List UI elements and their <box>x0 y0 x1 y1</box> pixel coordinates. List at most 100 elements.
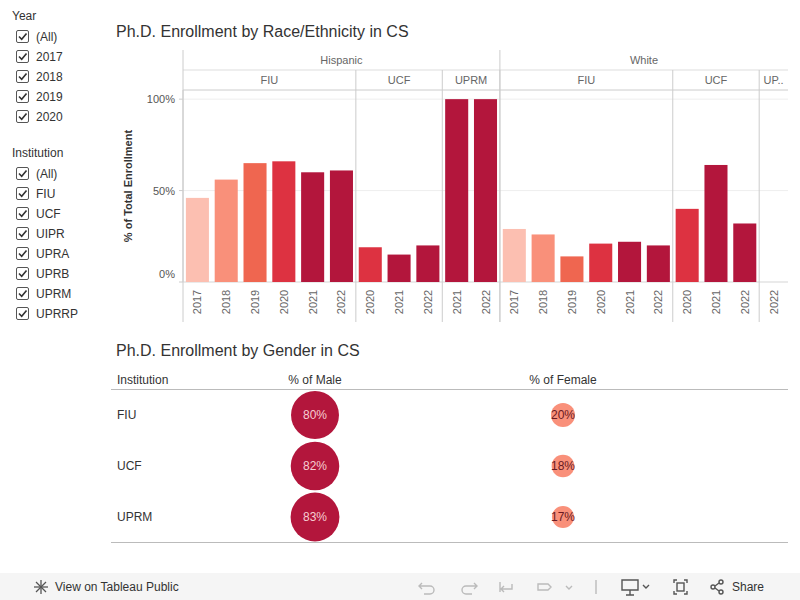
filter-label: UPRB <box>36 267 69 281</box>
data-label: 17% <box>551 510 575 524</box>
filter-option[interactable]: (All) <box>17 30 58 44</box>
toolbar-icons <box>419 580 596 594</box>
bar <box>762 282 785 283</box>
bars <box>186 99 756 282</box>
tick-mark <box>179 282 183 283</box>
y-tick-label: 100% <box>147 93 175 105</box>
filter-option[interactable]: UCF <box>17 207 61 221</box>
checkmark <box>19 211 27 217</box>
group-separator <box>183 50 184 322</box>
tick-mark <box>179 190 183 191</box>
filter-option[interactable]: 2017 <box>17 50 64 64</box>
race-header: Hispanic <box>320 54 363 66</box>
bar <box>647 245 670 282</box>
bar <box>733 223 756 282</box>
filter-option[interactable]: 2018 <box>17 70 64 84</box>
filter-label: UPRRP <box>36 307 78 321</box>
tick-mark <box>179 99 183 100</box>
row-label: FIU <box>117 408 136 422</box>
bar <box>474 99 497 282</box>
header-line <box>183 70 788 71</box>
bubble <box>552 455 575 478</box>
checkbox[interactable] <box>17 91 29 103</box>
filter-label: (All) <box>36 30 57 44</box>
chart-title: Ph.D. Enrollment by Race/Ethnicity in CS <box>116 23 409 40</box>
checkbox[interactable] <box>17 208 29 220</box>
x-tick-label: 2018 <box>220 290 232 314</box>
bubble <box>291 442 340 491</box>
data-label: 83% <box>303 510 327 524</box>
x-tick-label: 2022 <box>480 290 492 314</box>
checkbox[interactable] <box>17 308 29 320</box>
checkbox[interactable] <box>17 71 29 83</box>
x-tick-label: 2020 <box>681 290 693 314</box>
filter-option[interactable]: 2020 <box>17 110 64 124</box>
filter-option[interactable]: UPRA <box>17 247 70 261</box>
dashboard: Year(All)2017201820192020Institution(All… <box>0 0 800 600</box>
filter-option[interactable]: UPRRP <box>17 307 79 321</box>
filter-option[interactable]: UIPR <box>17 227 66 241</box>
checkbox[interactable] <box>17 111 29 123</box>
filter-option[interactable]: 2019 <box>17 90 64 104</box>
checkbox[interactable] <box>17 288 29 300</box>
column-header: % of Female <box>529 373 597 387</box>
checkmark <box>19 251 27 257</box>
checkbox[interactable] <box>17 51 29 63</box>
bar <box>388 255 411 282</box>
x-tick-label: 2017 <box>191 290 203 314</box>
y-tick-label: 0% <box>159 268 175 280</box>
bar <box>244 163 267 282</box>
bar <box>532 234 555 282</box>
x-tick-label: 2021 <box>307 290 319 314</box>
filter-label: 2020 <box>36 110 63 124</box>
bar <box>704 165 727 282</box>
x-tick-label: 2019 <box>249 290 261 314</box>
toolbar <box>0 573 800 600</box>
filter-label: 2018 <box>36 70 63 84</box>
bar <box>560 256 583 282</box>
column-header: % of Male <box>288 373 342 387</box>
group-separator <box>759 70 760 322</box>
filter-title: Institution <box>12 146 63 160</box>
x-tick-label: 2020 <box>595 290 607 314</box>
filter-label: UIPR <box>36 227 65 241</box>
table-rule <box>111 389 788 390</box>
filter-option[interactable]: UPRM <box>17 287 72 301</box>
group-separator <box>672 70 673 322</box>
bar <box>676 209 699 282</box>
chart-title: Ph.D. Enrollment by Gender in CS <box>116 342 360 359</box>
checkmark <box>19 271 27 277</box>
checkmark <box>19 191 27 197</box>
checkbox[interactable] <box>17 248 29 260</box>
checkbox[interactable] <box>17 31 29 43</box>
group-separator <box>355 70 356 322</box>
x-tick-label: 2022 <box>422 290 434 314</box>
institution-header: UCF <box>388 74 411 86</box>
row-label: UCF <box>117 459 142 473</box>
checkbox[interactable] <box>17 188 29 200</box>
checkbox[interactable] <box>17 168 29 180</box>
filter-label: (All) <box>36 167 57 181</box>
filter-option[interactable]: (All) <box>17 167 58 181</box>
column-header: Institution <box>117 373 168 387</box>
checkbox[interactable] <box>17 228 29 240</box>
share-button[interactable]: Share <box>732 580 764 594</box>
bar <box>503 229 526 282</box>
filter-option[interactable]: UPRB <box>17 267 70 281</box>
bar <box>215 180 238 282</box>
table-rule <box>111 542 788 543</box>
footer-link[interactable]: View on Tableau Public <box>55 580 179 594</box>
data-label: 80% <box>303 408 327 422</box>
bar <box>272 161 295 282</box>
checkmark <box>19 311 27 317</box>
checkbox[interactable] <box>17 268 29 280</box>
filter-label: UCF <box>36 207 61 221</box>
institution-header: UPRM <box>455 74 487 86</box>
bar <box>589 244 612 282</box>
filter-option[interactable]: FIU <box>17 187 56 201</box>
bar <box>445 99 468 282</box>
x-tick-label: 2018 <box>537 290 549 314</box>
filter-label: UPRA <box>36 247 69 261</box>
x-tick-label: 2021 <box>624 290 636 314</box>
x-tick-label: 2019 <box>566 290 578 314</box>
